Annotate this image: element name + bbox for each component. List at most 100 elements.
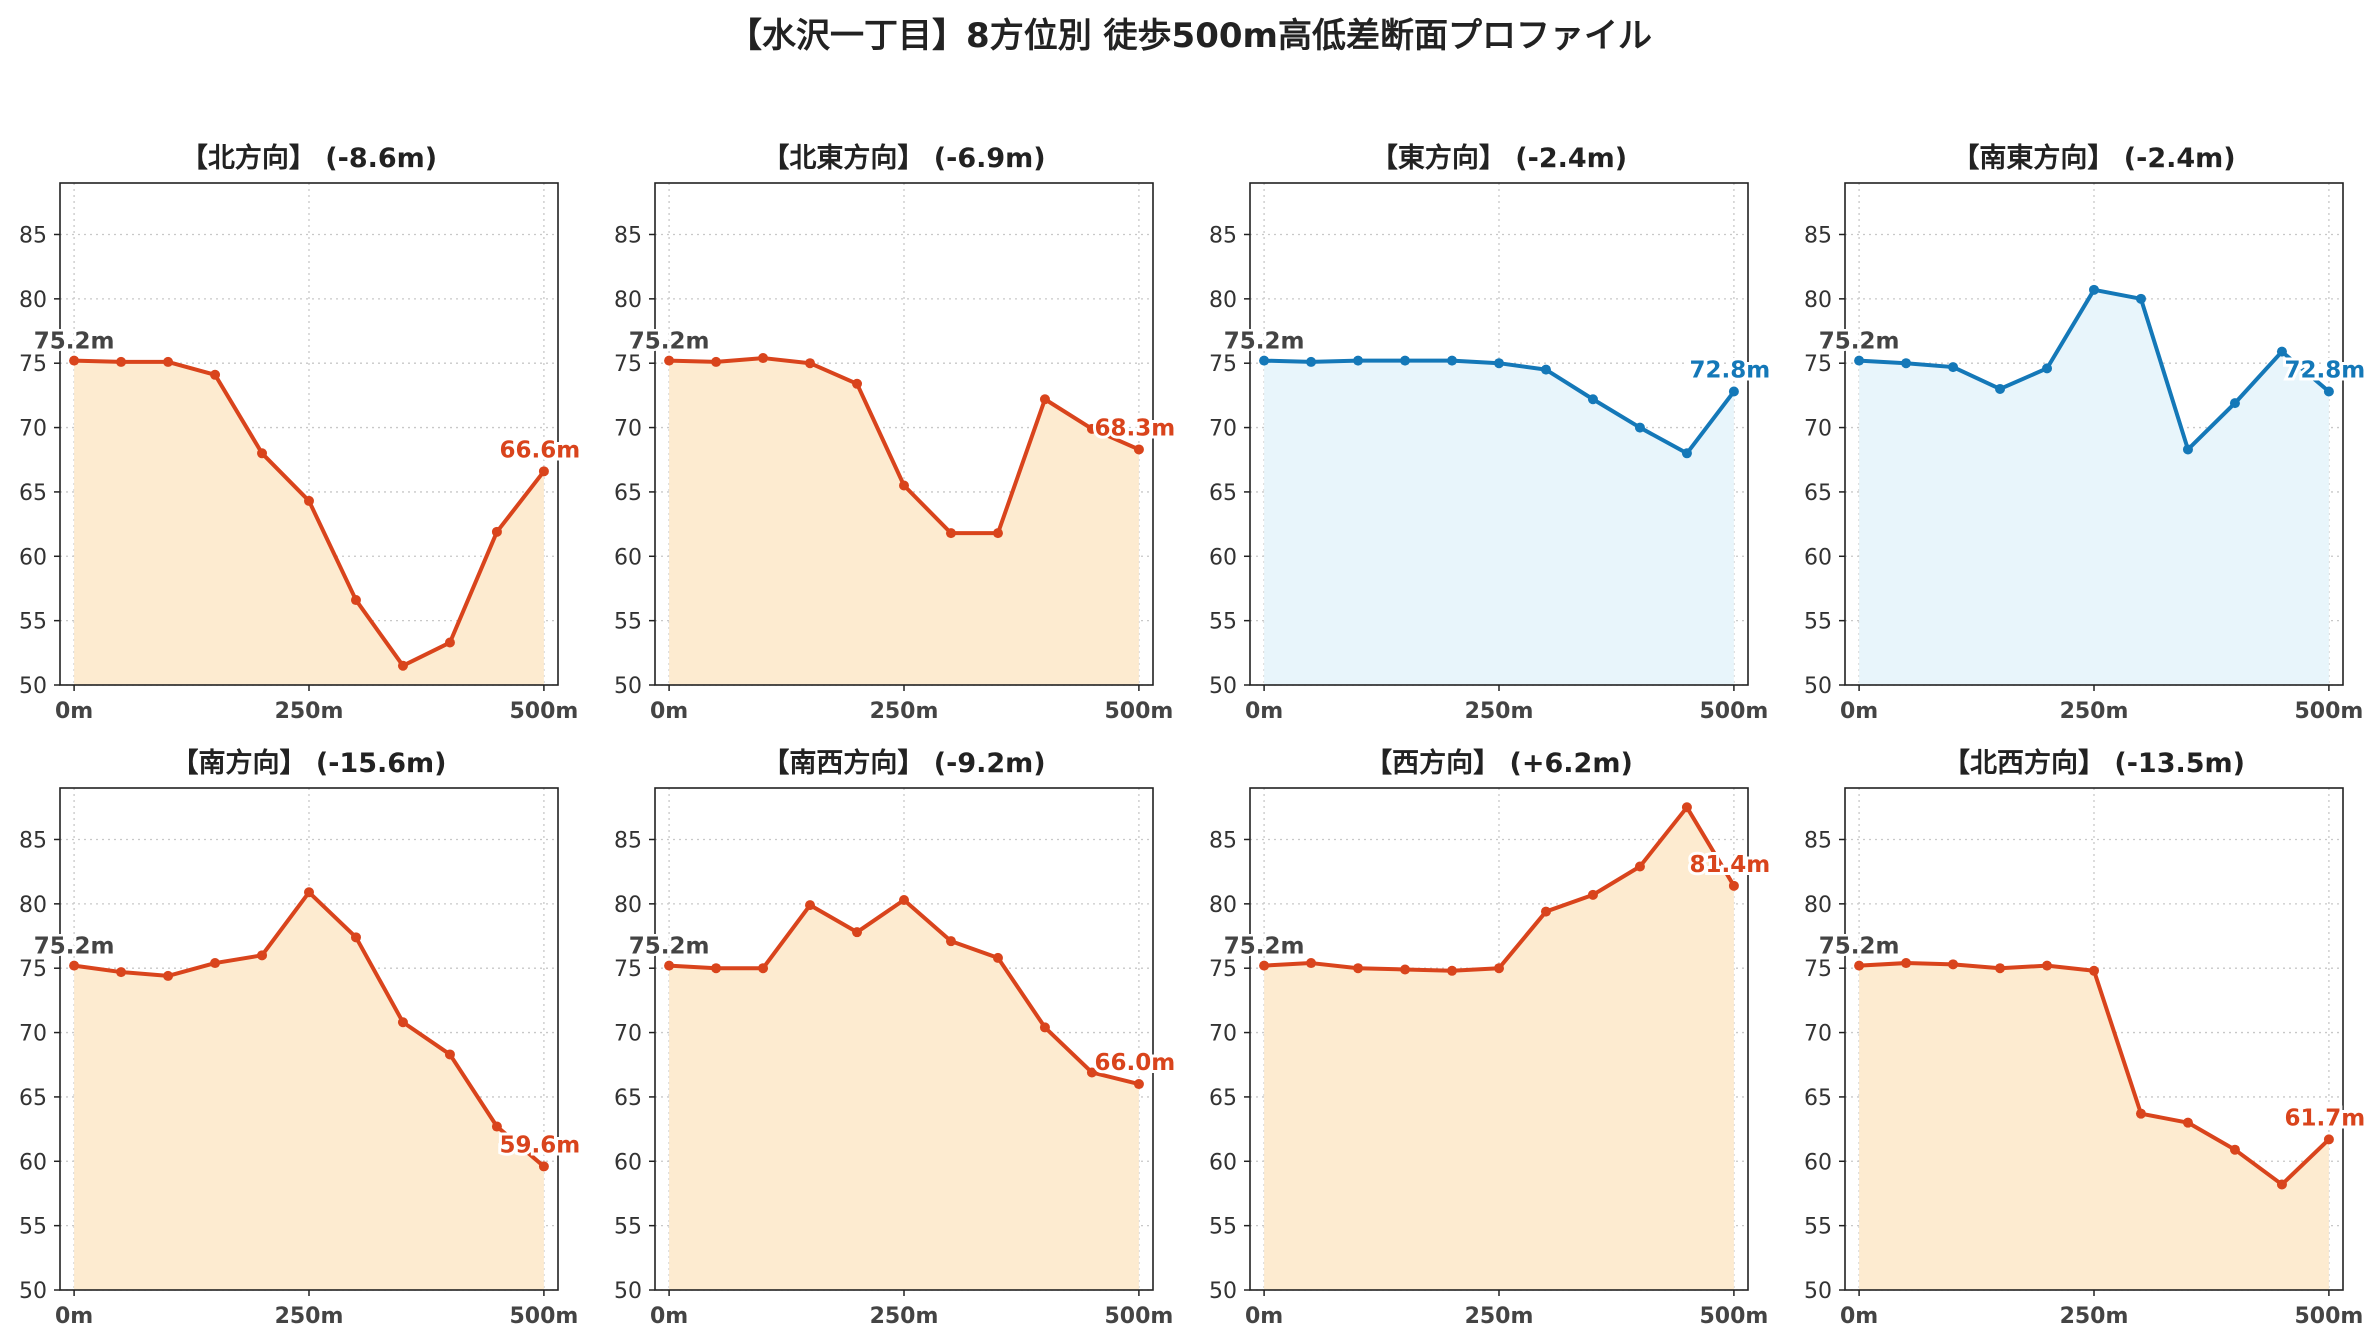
y-tick-label: 85 [614,223,642,248]
start-elevation-label: 75.2m [1224,329,1305,355]
panel-5: 【南方向】 (-15.6m) 50 55 60 65 70 75 80 85 0m 250m 500m… [19,747,583,1329]
data-point [1995,383,2006,394]
data-point [2042,960,2053,971]
y-tick-label: 85 [1209,223,1237,248]
data-point [1901,358,1912,369]
y-tick-label: 50 [1209,1279,1237,1304]
data-point [210,958,221,969]
start-elevation-label: 75.2m [1819,329,1900,355]
data-point [444,1049,455,1060]
end-elevation-label: 59.6m [500,1132,581,1158]
data-point [2229,398,2240,409]
y-tick-label: 55 [19,1215,47,1240]
profile-area [1859,289,2329,685]
data-point [2323,1134,2334,1145]
data-point [664,960,675,971]
y-tick-label: 80 [1804,893,1832,918]
x-tick-label: 250m [275,1304,344,1329]
profile-area [1859,963,2329,1290]
chart-main-title: 【水沢一丁目】8方位別 徒歩500m高低差断面プロファイル [728,16,1652,56]
y-tick-label: 65 [19,1086,47,1111]
y-tick-label: 75 [1209,352,1237,377]
data-point [758,353,769,364]
y-tick-label: 75 [614,957,642,982]
start-elevation-label: 75.2m [629,329,710,355]
data-point [1494,358,1504,369]
y-tick-label: 75 [1804,352,1832,377]
end-elevation-label: 61.7m [2285,1105,2366,1131]
y-tick-label: 55 [1209,1215,1237,1240]
data-point [163,356,174,367]
data-point [711,356,722,367]
y-tick-label: 60 [614,545,642,570]
y-tick-label: 65 [614,481,642,506]
data-point [2323,386,2334,397]
data-point [1353,963,1364,974]
x-tick-label: 500m [1699,699,1768,724]
x-tick-label: 0m [1245,699,1283,724]
data-point [1447,355,1458,366]
data-point [1133,1079,1144,1090]
panel-title: 【北方向】 (-8.6m) [181,142,437,174]
data-point [2276,1179,2287,1190]
y-tick-label: 80 [1804,288,1832,313]
x-tick-label: 0m [55,699,93,724]
y-tick-label: 65 [1804,1086,1832,1111]
panel-title: 【南東方向】 (-2.4m) [1952,142,2235,174]
data-point [1306,356,1317,367]
data-point [852,378,863,389]
panel-3: 【東方向】 (-2.4m) 50 55 60 65 70 75 80 85 0m 250m 500m 7… [1209,142,1773,724]
panel-title: 【南方向】 (-15.6m) [171,747,446,779]
x-tick-label: 250m [1465,699,1534,724]
data-point [1634,422,1645,433]
data-point [805,358,816,369]
data-point [116,967,127,978]
y-tick-label: 80 [1209,288,1237,313]
y-tick-label: 60 [19,545,47,570]
panel-title: 【西方向】 (+6.2m) [1365,747,1633,779]
y-tick-label: 50 [614,1279,642,1304]
data-point [1540,364,1551,375]
y-tick-label: 75 [19,957,47,982]
y-tick-label: 70 [1804,1022,1832,1047]
y-tick-label: 60 [1209,1150,1237,1175]
y-tick-label: 70 [614,417,642,442]
data-point [1995,963,2006,974]
data-point [2135,1108,2146,1119]
x-tick-label: 500m [1104,1304,1173,1329]
data-point [2042,363,2053,374]
x-tick-label: 250m [870,1304,939,1329]
y-tick-label: 50 [19,674,47,699]
end-elevation-label: 72.8m [1690,358,1771,384]
y-tick-label: 60 [1804,545,1832,570]
y-tick-label: 55 [19,610,47,635]
data-point [2229,1144,2240,1155]
y-tick-label: 50 [1804,1279,1832,1304]
data-point [1948,959,1959,970]
data-point [1728,386,1739,397]
data-point [1587,394,1598,405]
data-point [304,887,314,898]
data-point [945,936,956,947]
start-elevation-label: 75.2m [1819,934,1900,960]
y-tick-label: 75 [1804,957,1832,982]
data-point [1728,880,1739,891]
y-tick-label: 55 [1209,610,1237,635]
data-point [1681,448,1692,459]
data-point [1634,861,1645,872]
y-tick-label: 85 [19,828,47,853]
panel-8: 【北西方向】 (-13.5m) 50 55 60 65 70 75 80 85 0m 250m 500… [1804,747,2368,1329]
data-point [1494,963,1504,974]
data-point [491,1121,502,1132]
data-point [2135,293,2146,304]
x-tick-label: 250m [1465,1304,1534,1329]
y-tick-label: 55 [1804,1215,1832,1240]
y-tick-label: 65 [1804,481,1832,506]
data-point [2182,1117,2193,1128]
data-point [1901,958,1912,969]
x-tick-label: 250m [870,699,939,724]
profile-area [1264,360,1734,685]
data-point [852,927,863,938]
end-elevation-label: 68.3m [1095,415,1176,441]
x-tick-label: 0m [650,1304,688,1329]
